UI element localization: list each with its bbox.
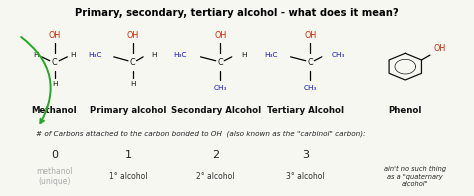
Text: H: H — [242, 52, 247, 58]
Text: OH: OH — [48, 31, 61, 40]
Text: C: C — [308, 58, 313, 67]
Text: C: C — [52, 58, 57, 67]
Text: CH₃: CH₃ — [332, 52, 345, 58]
Text: H: H — [130, 81, 136, 87]
Text: OH: OH — [433, 44, 446, 53]
Text: H: H — [152, 52, 157, 58]
Text: Tertiary Alcohol: Tertiary Alcohol — [267, 106, 344, 115]
Text: H: H — [52, 81, 57, 87]
Text: 2: 2 — [212, 150, 219, 160]
Text: methanol
(unique): methanol (unique) — [36, 167, 73, 186]
Text: H₃C: H₃C — [174, 52, 187, 58]
Text: H₃C: H₃C — [264, 52, 277, 58]
Text: Secondary Alcohol: Secondary Alcohol — [171, 106, 261, 115]
Text: CH₃: CH₃ — [214, 85, 227, 91]
Text: C: C — [130, 58, 136, 67]
Text: C: C — [218, 58, 223, 67]
Text: H: H — [34, 52, 39, 58]
Text: 3° alcohol: 3° alcohol — [286, 172, 325, 181]
Text: H₃C: H₃C — [89, 52, 102, 58]
Text: Primary, secondary, tertiary alcohol - what does it mean?: Primary, secondary, tertiary alcohol - w… — [75, 8, 399, 18]
Text: 3: 3 — [302, 150, 309, 160]
Text: OH: OH — [127, 31, 139, 40]
Text: Methanol: Methanol — [32, 106, 77, 115]
Text: 2° alcohol: 2° alcohol — [196, 172, 235, 181]
Text: CH₃: CH₃ — [304, 85, 317, 91]
Text: # of Carbons attached to the carbon bonded to OH  (also known as the "carbinol" : # of Carbons attached to the carbon bond… — [36, 130, 365, 137]
Text: OH: OH — [214, 31, 227, 40]
Text: 1° alcohol: 1° alcohol — [109, 172, 147, 181]
Text: H: H — [70, 52, 75, 58]
Text: Phenol: Phenol — [389, 106, 422, 115]
Text: Primary alcohol: Primary alcohol — [90, 106, 166, 115]
Text: OH: OH — [304, 31, 317, 40]
Text: 1: 1 — [125, 150, 131, 160]
FancyArrowPatch shape — [21, 37, 51, 123]
Text: 0: 0 — [51, 150, 58, 160]
Text: ain't no such thing
as a "quaternary
alcohol": ain't no such thing as a "quaternary alc… — [383, 166, 446, 187]
